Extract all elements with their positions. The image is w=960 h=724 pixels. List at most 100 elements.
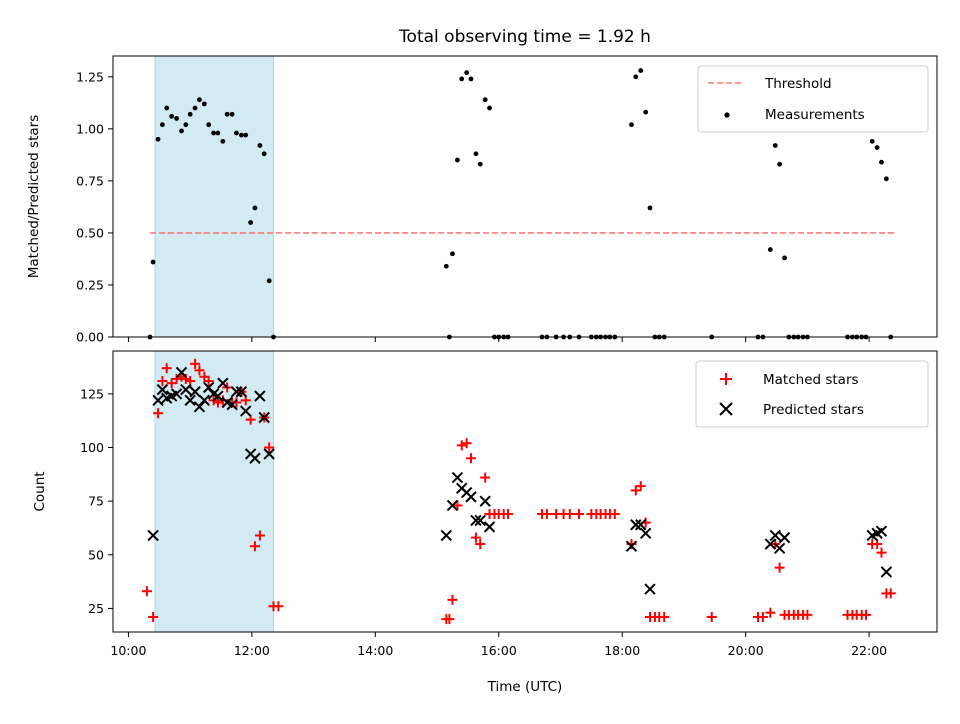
measurement-point bbox=[159, 122, 165, 128]
measurement-point bbox=[192, 105, 198, 111]
matched-star-marker bbox=[153, 408, 164, 419]
predicted-marker-b bbox=[470, 514, 482, 527]
measurement-point bbox=[468, 76, 474, 82]
x-tick-label: 20:00 bbox=[728, 643, 764, 658]
measurement-point bbox=[224, 111, 230, 117]
predicted-star-marker bbox=[451, 471, 464, 484]
count-panel: 10:00 12:00 14:00 16:00 18:00 20:00 22:00 25 50 7… bbox=[32, 350, 938, 695]
x-axis-label: Time (UTC) bbox=[487, 679, 563, 695]
predicted-marker-b bbox=[170, 388, 183, 400]
measurement-point bbox=[248, 220, 254, 225]
predicted-marker-b bbox=[147, 529, 159, 542]
ratio-panel-ylabel: Matched/Predicted stars bbox=[26, 115, 42, 278]
predicted-marker-b bbox=[175, 366, 188, 379]
count-legend-box bbox=[695, 360, 929, 428]
measurement-point bbox=[238, 132, 244, 138]
measurement-point bbox=[487, 105, 492, 111]
predicted-star-marker bbox=[212, 390, 224, 402]
predicted-marker-b bbox=[202, 381, 215, 394]
matched-star-marker bbox=[757, 611, 768, 622]
predicted-star-marker bbox=[235, 386, 248, 398]
y-tick-label: 1.25 bbox=[76, 69, 104, 84]
predicted-star-marker bbox=[465, 491, 477, 503]
measurement-point bbox=[261, 151, 267, 157]
predicted-marker-b bbox=[465, 491, 477, 503]
predicted-marker-b bbox=[156, 383, 169, 396]
measurement-point bbox=[869, 138, 875, 144]
predicted-star-marker bbox=[156, 383, 169, 396]
predicted-marker-b bbox=[207, 388, 220, 400]
legend-matched-label: Matched stars bbox=[763, 372, 859, 388]
matched-star-marker bbox=[461, 438, 472, 449]
matched-star-marker bbox=[574, 509, 585, 520]
measurement-point bbox=[633, 74, 639, 80]
predicted-star-marker bbox=[778, 531, 791, 544]
predicted-star-points bbox=[147, 366, 893, 595]
measurement-point bbox=[243, 132, 249, 138]
matched-star-marker bbox=[475, 539, 486, 550]
predicted-star-marker bbox=[180, 383, 192, 396]
predicted-marker-b bbox=[778, 531, 791, 544]
matched-star-marker bbox=[876, 547, 887, 558]
predicted-star-marker bbox=[764, 538, 777, 550]
predicted-star-marker bbox=[440, 529, 453, 542]
matched-star-marker bbox=[802, 609, 813, 620]
matched-star-marker bbox=[480, 472, 491, 483]
matched-star-marker bbox=[774, 562, 785, 573]
predicted-marker-b bbox=[152, 394, 164, 407]
ratio-legend-box bbox=[697, 65, 929, 133]
predicted-star-marker bbox=[263, 448, 275, 460]
count-panel-legend: Matched stars Predicted stars bbox=[695, 360, 929, 428]
predicted-star-marker bbox=[773, 542, 786, 555]
predicted-marker-b bbox=[635, 519, 647, 531]
measurement-point bbox=[638, 68, 644, 73]
measurement-point bbox=[482, 97, 488, 103]
y-tick-label: 0.00 bbox=[76, 330, 104, 345]
measurement-point bbox=[777, 161, 783, 167]
measurement-point bbox=[215, 130, 221, 136]
predicted-marker-b bbox=[217, 377, 229, 389]
predicted-marker-b bbox=[630, 519, 642, 531]
measurement-point bbox=[464, 70, 470, 76]
matched-star-marker bbox=[249, 541, 260, 552]
predicted-star-marker bbox=[175, 366, 188, 379]
ratio-panel-frame bbox=[112, 55, 938, 338]
predicted-marker-b bbox=[875, 525, 888, 537]
count-panel-ylabel: Count bbox=[32, 471, 48, 511]
y-tick-label: 25 bbox=[88, 601, 104, 616]
matched-star-marker bbox=[245, 414, 256, 425]
predicted-star-marker bbox=[479, 495, 491, 507]
x-tick-label: 14:00 bbox=[357, 643, 393, 658]
legend-matched-swatch bbox=[720, 373, 732, 385]
predicted-star-marker bbox=[625, 540, 638, 552]
measurement-point bbox=[477, 161, 483, 167]
predicted-marker-b bbox=[773, 542, 786, 555]
observing-window-shade-top bbox=[154, 55, 274, 338]
matched-star-marker bbox=[447, 594, 458, 605]
y-tick-label: 0.75 bbox=[76, 173, 104, 188]
measurement-point bbox=[150, 259, 156, 265]
measurement-point bbox=[643, 109, 649, 115]
predicted-marker-b bbox=[769, 529, 781, 542]
ratio-panel: 0.00 0.25 0.50 0.75 1.00 1.25 Matched/Predict… bbox=[26, 55, 938, 345]
predicted-star-marker bbox=[230, 386, 243, 398]
predicted-marker-b bbox=[258, 411, 270, 424]
matched-star-marker bbox=[885, 588, 896, 599]
measurement-point bbox=[874, 145, 880, 150]
measurement-point bbox=[234, 130, 239, 136]
ratio-panel-legend: Threshold Measurements bbox=[697, 65, 929, 133]
matched-star-marker bbox=[273, 601, 284, 612]
matched-star-marker bbox=[254, 530, 265, 541]
matched-star-marker bbox=[541, 509, 552, 520]
measurement-point bbox=[629, 122, 634, 128]
predicted-star-marker bbox=[483, 521, 496, 533]
measurement-point bbox=[767, 247, 773, 252]
measurement-point bbox=[647, 205, 653, 211]
predicted-star-marker bbox=[254, 390, 266, 402]
matched-star-marker bbox=[452, 500, 463, 511]
predicted-marker-b bbox=[212, 390, 224, 402]
predicted-marker-b bbox=[254, 390, 266, 402]
measurement-point bbox=[782, 255, 787, 261]
predicted-star-marker bbox=[184, 394, 196, 407]
predicted-marker-b bbox=[644, 583, 656, 595]
